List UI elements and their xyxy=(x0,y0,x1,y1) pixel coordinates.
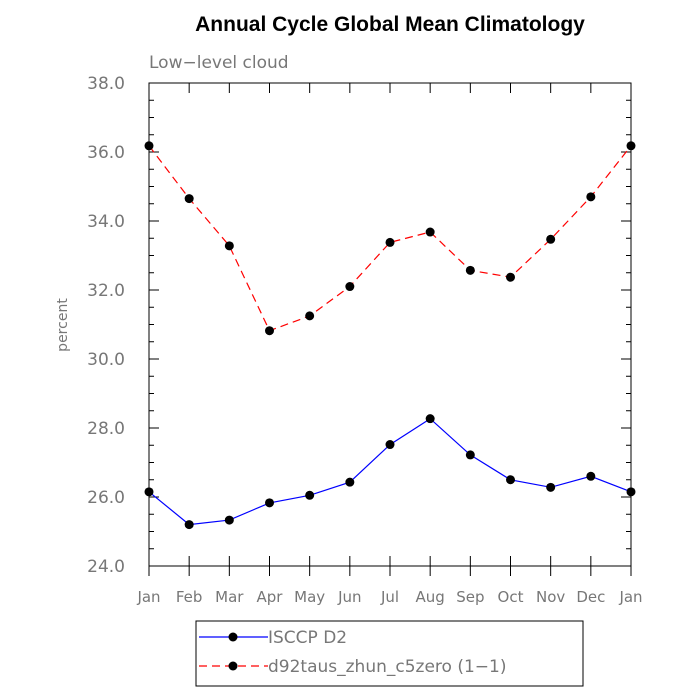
series-layer xyxy=(144,141,636,530)
chart-subtitle: Low−level cloud xyxy=(149,53,289,73)
y-axis: 24.0 26.0 28.0 30.0 32.0 34.0 36.0 38.0 xyxy=(87,74,631,577)
series-1-point xyxy=(586,192,596,202)
series-0-point xyxy=(506,475,515,485)
x-tick-label: Jun xyxy=(337,588,361,606)
x-tick-label: Oct xyxy=(498,588,524,606)
legend-label-model: d92taus_zhun_c5zero (1−1) xyxy=(268,657,507,677)
x-tick-label: Apr xyxy=(257,588,284,606)
y-tick-label: 32.0 xyxy=(87,281,125,301)
series-0-point xyxy=(465,450,475,460)
series-0-point xyxy=(144,487,154,497)
series-1-point xyxy=(265,326,274,336)
y-tick-label: 30.0 xyxy=(87,350,125,370)
y-tick-label: 38.0 xyxy=(87,74,125,94)
x-tick-label: Feb xyxy=(176,588,203,606)
chart-title: Annual Cycle Global Mean Climatology xyxy=(195,13,585,36)
series-0-point xyxy=(385,440,395,450)
x-tick-label: May xyxy=(294,588,325,606)
series-1-point xyxy=(345,282,355,292)
series-0-point xyxy=(626,487,636,497)
plot-frame xyxy=(148,82,632,567)
x-tick-label: Dec xyxy=(576,588,605,606)
y-tick-label: 28.0 xyxy=(87,419,125,439)
series-1-point xyxy=(465,265,475,275)
y-tick-label: 24.0 xyxy=(87,557,125,577)
legend-marker-isccp xyxy=(228,632,238,642)
series-1-point xyxy=(385,237,395,247)
series-0-point xyxy=(265,498,274,508)
series-0-point xyxy=(224,515,234,525)
x-tick-label: Aug xyxy=(416,588,445,606)
x-tick-label: Mar xyxy=(215,588,244,606)
y-axis-label: percent xyxy=(55,298,71,352)
series-0-point xyxy=(425,414,435,424)
series-line-0 xyxy=(148,417,632,526)
series-0-point xyxy=(184,520,194,530)
series-0-point xyxy=(546,482,556,492)
x-tick-label: Jul xyxy=(380,588,399,606)
series-1-point xyxy=(305,311,315,321)
series-1-point xyxy=(144,141,154,151)
legend-label-isccp: ISCCP D2 xyxy=(268,628,347,648)
series-0-point xyxy=(345,477,355,487)
series-1-point xyxy=(506,272,515,282)
series-0-point xyxy=(305,490,315,500)
x-tick-label: Sep xyxy=(456,588,484,606)
y-tick-label: 36.0 xyxy=(87,143,125,163)
legend-box xyxy=(195,620,584,687)
series-1-point xyxy=(626,141,636,151)
series-1-point xyxy=(425,227,435,237)
x-tick-label: Jan xyxy=(618,588,642,606)
y-tick-label: 26.0 xyxy=(87,488,125,508)
series-1-point xyxy=(224,241,234,251)
x-tick-label: Jan xyxy=(136,588,160,606)
series-1-point xyxy=(184,194,194,204)
series-1-point xyxy=(546,234,556,244)
x-tick-label: Nov xyxy=(536,588,565,606)
legend: ISCCP D2 d92taus_zhun_c5zero (1−1) xyxy=(195,620,584,687)
y-tick-label: 34.0 xyxy=(87,212,125,232)
legend-marker-model xyxy=(228,661,238,671)
x-axis: Jan Feb Mar Apr May Jun Jul Aug Sep Oct Nov Dec Jan xyxy=(136,83,643,606)
series-0-point xyxy=(586,471,596,481)
